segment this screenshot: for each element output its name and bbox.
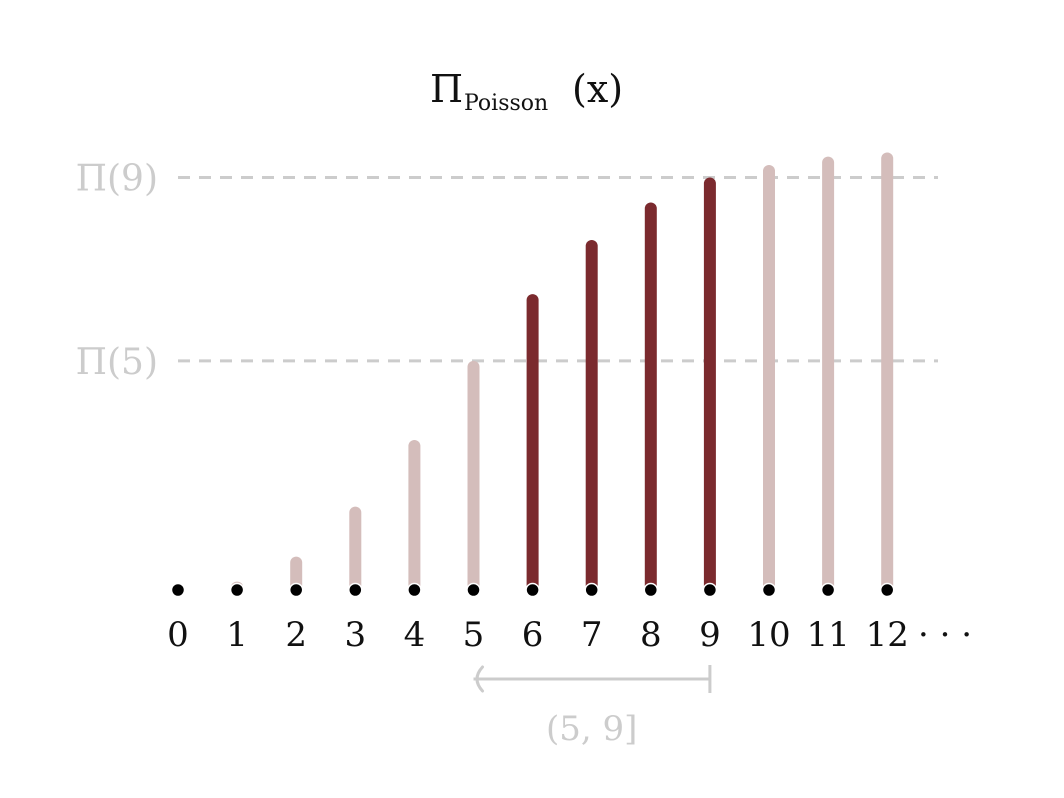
x-tick-label: 0: [167, 615, 189, 655]
bar: [763, 165, 775, 592]
chart-title: Π Poisson (x): [430, 67, 623, 116]
axis-dot: [525, 582, 540, 598]
axis-dot: [466, 582, 481, 598]
axis-dot: [879, 582, 895, 598]
interval-bracket: (5, 9]: [473, 665, 712, 749]
x-tick-label: 7: [581, 615, 603, 655]
x-tick-label: 6: [522, 615, 544, 655]
reference-line-label: Π(9): [76, 159, 158, 200]
reference-line-label: Π(5): [76, 342, 158, 383]
bar: [349, 506, 362, 592]
bar: [467, 360, 480, 592]
x-tick-label: 3: [344, 615, 366, 655]
interval-label: (5, 9]: [546, 709, 637, 749]
bar-series: [231, 152, 894, 592]
bar: [822, 156, 835, 592]
x-tick-labels: 0 1 2 3 4 5 6 7 8 9 10 11 12: [167, 615, 909, 655]
axis-dots: [170, 582, 895, 598]
bar: [526, 294, 539, 592]
chart-title-subscript: Poisson: [464, 91, 548, 116]
axis-dot: [229, 582, 245, 598]
x-tick-label: 12: [866, 615, 909, 655]
chart-title-main: Π: [430, 67, 463, 111]
bar: [644, 202, 657, 592]
axis-dot: [348, 582, 363, 598]
x-tick-label: 8: [640, 615, 662, 655]
axis-dot: [702, 582, 718, 598]
axis-dot: [170, 582, 186, 598]
axis-dot: [820, 582, 836, 598]
x-tick-label: 1: [226, 615, 248, 655]
x-tick-label: 10: [747, 615, 790, 655]
reference-lines: Π(5) Π(9): [76, 159, 938, 383]
bar: [585, 240, 598, 592]
x-tick-label: 4: [404, 615, 426, 655]
chart-title-suffix: (x): [572, 67, 623, 111]
axis-dot: [584, 582, 599, 598]
x-tick-label: 5: [463, 615, 485, 655]
x-tick-label: 2: [285, 615, 307, 655]
bar: [881, 152, 894, 592]
bar: [703, 177, 716, 592]
bar: [408, 440, 421, 592]
x-tick-label: 9: [699, 615, 721, 655]
axis-dot: [407, 582, 422, 598]
x-tick-label: 11: [806, 615, 849, 655]
axis-continuation-ellipsis: · · ·: [918, 615, 972, 655]
axis-dot: [761, 582, 777, 598]
axis-dot: [643, 582, 659, 598]
axis-dot: [288, 582, 304, 598]
interval-open-end: [475, 665, 484, 693]
bar: [290, 556, 303, 592]
